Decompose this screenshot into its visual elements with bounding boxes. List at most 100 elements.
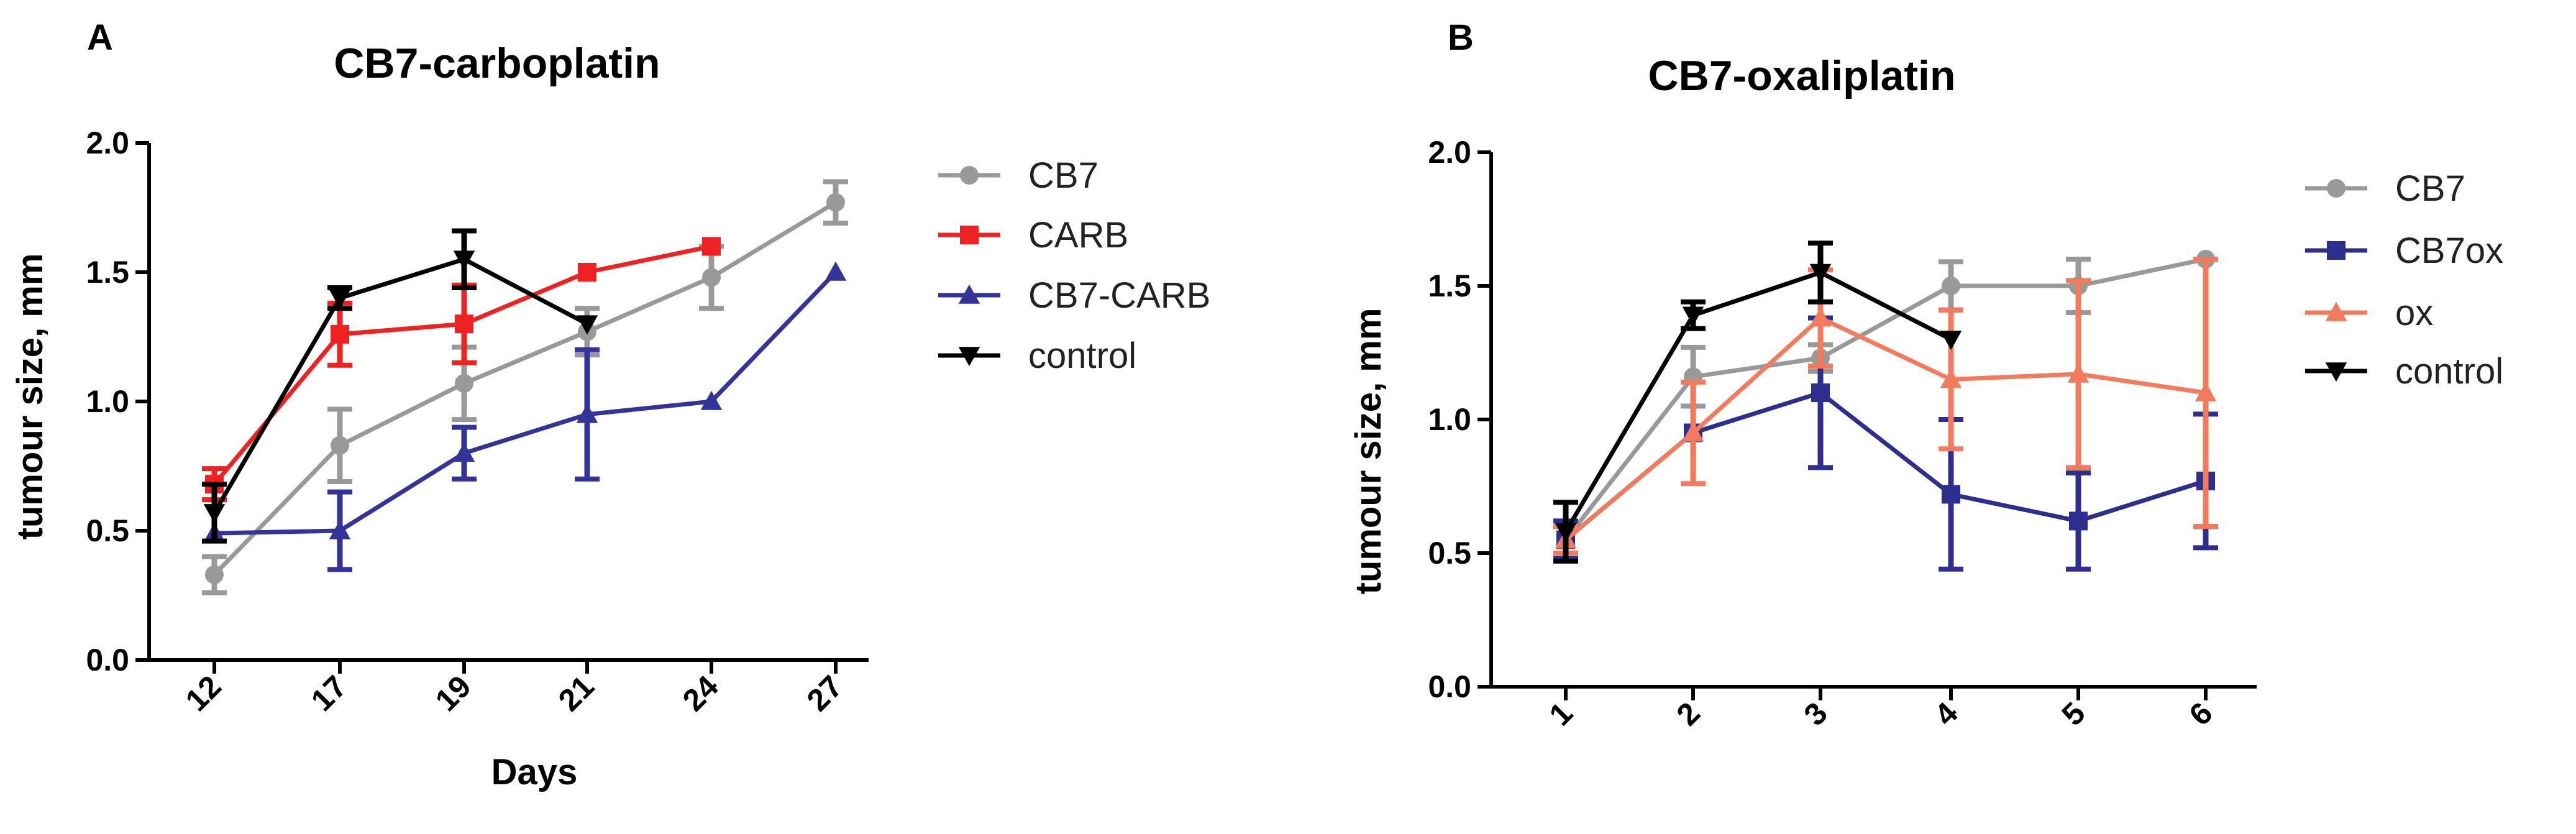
series-cb7-carb: [203, 261, 847, 572]
y-ticks: 0.0 0.5 1.0 1.5 2.0: [86, 126, 149, 677]
legend-label: CB7: [2395, 168, 2465, 209]
series-line: [1564, 257, 2206, 541]
y-tick-label: 0.0: [86, 643, 129, 677]
data-point: [329, 520, 351, 539]
y-ticks: 0.0 0.5 1.0 1.5 2.0: [1428, 135, 1491, 704]
y-tick-label: 1.0: [1428, 402, 1471, 437]
series-control: [202, 228, 598, 544]
x-tick-label: 6: [2183, 695, 2219, 732]
x-tick-label: 4: [1928, 695, 1965, 732]
legend-item: CB7ox: [2305, 231, 2503, 271]
x-tick-label: 27: [800, 669, 849, 718]
legend-marker: [960, 226, 979, 244]
data-point: [1682, 422, 1704, 442]
legend-label: control: [2395, 351, 2503, 392]
data-point: [2069, 511, 2088, 531]
data-point: [455, 373, 473, 393]
y-tick-label: 0.5: [1428, 536, 1471, 571]
legend: CB7 CARB CB7-CARB control: [938, 155, 1210, 376]
data-point: [331, 436, 349, 455]
data-point: [1809, 263, 1832, 283]
legend-marker: [2325, 362, 2347, 382]
legend-item: ox: [2305, 293, 2433, 333]
x-axis-label: Days: [491, 752, 578, 792]
legend-item: control: [2305, 351, 2503, 392]
data-point: [203, 504, 226, 524]
y-axis-label: tumour size, mm: [1348, 308, 1389, 595]
series-cb7ox: [1553, 315, 2218, 572]
data-point: [1940, 331, 1962, 351]
data-point: [578, 263, 596, 282]
data-point: [2195, 382, 2217, 401]
chart-title: CB7-oxaliplatin: [1648, 52, 1956, 99]
data-point: [1555, 523, 1577, 543]
data-point: [1811, 383, 1830, 402]
data-point: [1942, 485, 1960, 504]
data-point: [826, 193, 845, 212]
data-point: [1809, 307, 1832, 327]
series-ox: [1553, 257, 2218, 556]
x-tick-label: 12: [179, 669, 228, 718]
data-point: [1942, 277, 1960, 295]
y-tick-label: 0.0: [1428, 669, 1471, 704]
x-tick-label: 3: [1797, 695, 1834, 732]
series-control: [1553, 241, 1962, 564]
data-point: [329, 289, 351, 309]
legend-marker: [2327, 241, 2345, 260]
legend-marker: [2325, 301, 2347, 321]
legend-item: CB7: [2305, 168, 2465, 209]
legend-marker: [958, 284, 980, 304]
data-point: [2067, 363, 2090, 383]
legend-item: CB7: [938, 155, 1098, 196]
x-tick-label: 24: [676, 669, 725, 718]
legend-marker: [960, 166, 979, 185]
panel-a: A CB7-carboplatin tumour size, mm Days 0…: [10, 17, 1210, 792]
x-tick-label: 1: [1543, 695, 1579, 732]
data-point: [453, 250, 475, 270]
data-point: [453, 442, 475, 462]
x-tick-label: 19: [429, 669, 478, 718]
data-point: [700, 390, 723, 410]
data-point: [576, 403, 598, 423]
legend-label: CARB: [1028, 215, 1128, 255]
series-line: [214, 270, 838, 536]
x-tick-label: 2: [1670, 695, 1707, 732]
legend-marker: [958, 347, 980, 367]
panel-letter: A: [87, 17, 113, 58]
series-layer: [1553, 241, 2218, 572]
chart-title: CB7-carboplatin: [334, 40, 660, 87]
series-line: [212, 200, 837, 577]
y-tick-label: 0.5: [86, 513, 129, 548]
data-point: [576, 315, 598, 335]
series-line: [1564, 316, 2206, 542]
data-point: [1940, 369, 1962, 388]
legend-label: CB7ox: [2395, 231, 2503, 271]
legend-item: control: [938, 336, 1136, 376]
x-tick-label: 17: [304, 669, 354, 718]
panel-letter: B: [1448, 17, 1474, 58]
y-axis-label: tumour size, mm: [10, 254, 50, 540]
data-point: [1682, 306, 1704, 326]
legend-label: control: [1028, 336, 1136, 376]
series-line: [212, 257, 588, 514]
legend-label: CB7-CARB: [1028, 275, 1210, 316]
series-layer: [202, 179, 848, 595]
x-ticks: 1 2 3 4 5 6: [1543, 687, 2219, 732]
data-point: [702, 237, 721, 256]
data-point: [824, 261, 847, 281]
legend-label: CB7: [1028, 155, 1098, 196]
x-ticks: 12 17 19 21 24 27: [179, 660, 849, 718]
y-tick-label: 2.0: [1428, 135, 1471, 170]
x-tick-label: 21: [552, 669, 601, 718]
x-tick-label: 5: [2055, 695, 2092, 732]
panel-b: B CB7-oxaliplatin tumour size, mm 0.0 0.5…: [1348, 17, 2503, 732]
series-cb7: [202, 179, 848, 595]
data-point: [331, 324, 349, 344]
legend: CB7 CB7ox ox control: [2305, 168, 2503, 392]
y-tick-label: 2.0: [86, 126, 129, 160]
y-tick-label: 1.5: [1428, 268, 1471, 303]
data-point: [702, 268, 721, 287]
y-tick-label: 1.0: [86, 384, 129, 419]
